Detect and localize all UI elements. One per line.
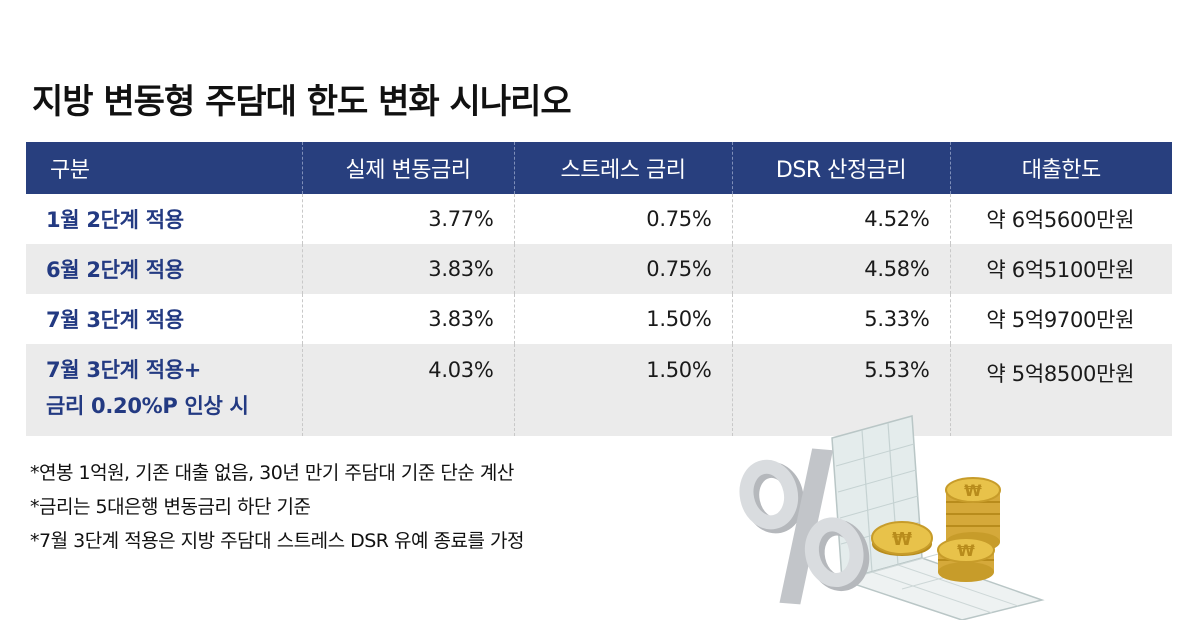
loan-limit-cell: 약 6억5100만원 [949,244,1172,294]
row-label-line1: 7월 3단계 적용+ [46,358,202,382]
dsr-rate-cell: 4.58% [731,244,950,294]
header-stress-rate: 스트레스 금리 [513,142,732,194]
svg-text:₩: ₩ [964,481,982,500]
ledger-document-icon [831,415,1045,620]
table-row: 7월 3단계 적용+ 금리 0.20%P 인상 시 4.03% 1.50% 5.… [26,344,1172,436]
page-title: 지방 변동형 주담대 한도 변화 시나리오 [32,82,572,122]
table-row: 6월 2단계 적용 3.83% 0.75% 4.58% 약 6억5100만원 [26,244,1172,294]
row-label: 7월 3단계 적용 [46,308,184,332]
loan-limit-cell: 약 5억8500만원 [949,344,1172,436]
dsr-rate-cell: 5.33% [731,294,950,344]
loan-limit-cell: 약 5억9700만원 [949,294,1172,344]
actual-rate-cell: 3.83% [301,294,514,344]
header-actual-rate: 실제 변동금리 [301,142,514,194]
row-label: 7월 3단계 적용+ 금리 0.20%P 인상 시 [26,344,302,436]
header-category: 구분 [50,158,90,183]
footnote: *7월 3단계 적용은 지방 주담대 스트레스 DSR 유예 종료를 가정 [30,530,525,552]
dsr-rate-cell: 4.52% [731,194,950,244]
table-header-row: 구분 실제 변동금리 스트레스 금리 DSR 산정금리 대출한도 [26,142,1172,194]
table-row: 7월 3단계 적용 3.83% 1.50% 5.33% 약 5억9700만원 [26,294,1172,344]
header-loan-limit: 대출한도 [949,142,1172,194]
footnote: *연봉 1억원, 기존 대출 없음, 30년 만기 주담대 기준 단순 계산 [30,462,514,484]
loan-limit-cell: 약 6억5600만원 [949,194,1172,244]
dsr-rate-cell: 5.53% [731,344,950,436]
actual-rate-cell: 4.03% [301,344,514,436]
actual-rate-cell: 3.83% [301,244,514,294]
header-dsr-rate: DSR 산정금리 [731,142,950,194]
percent-icon [739,448,870,605]
footnote: *금리는 5대은행 변동금리 하단 기준 [30,496,311,518]
actual-rate-cell: 3.77% [301,194,514,244]
row-label: 6월 2단계 적용 [46,258,184,282]
stress-rate-cell: 1.50% [513,344,732,436]
row-label-line2: 금리 0.20%P 인상 시 [46,394,249,418]
stress-rate-cell: 0.75% [513,194,732,244]
stress-rate-cell: 0.75% [513,244,732,294]
row-label: 1월 2단계 적용 [46,208,184,232]
finance-illustration: ₩ ₩ ₩ [739,415,1045,620]
stress-rate-cell: 1.50% [513,294,732,344]
table-row: 1월 2단계 적용 3.77% 0.75% 4.52% 약 6억5600만원 [26,194,1172,244]
svg-text:₩: ₩ [892,529,912,550]
svg-text:₩: ₩ [957,541,975,560]
scenario-table: 구분 실제 변동금리 스트레스 금리 DSR 산정금리 대출한도 1월 2단계 … [26,142,1172,436]
footnotes: *연봉 1억원, 기존 대출 없음, 30년 만기 주담대 기준 단순 계산 *… [30,456,525,558]
won-coin-stack-icon: ₩ ₩ ₩ [871,477,1001,582]
